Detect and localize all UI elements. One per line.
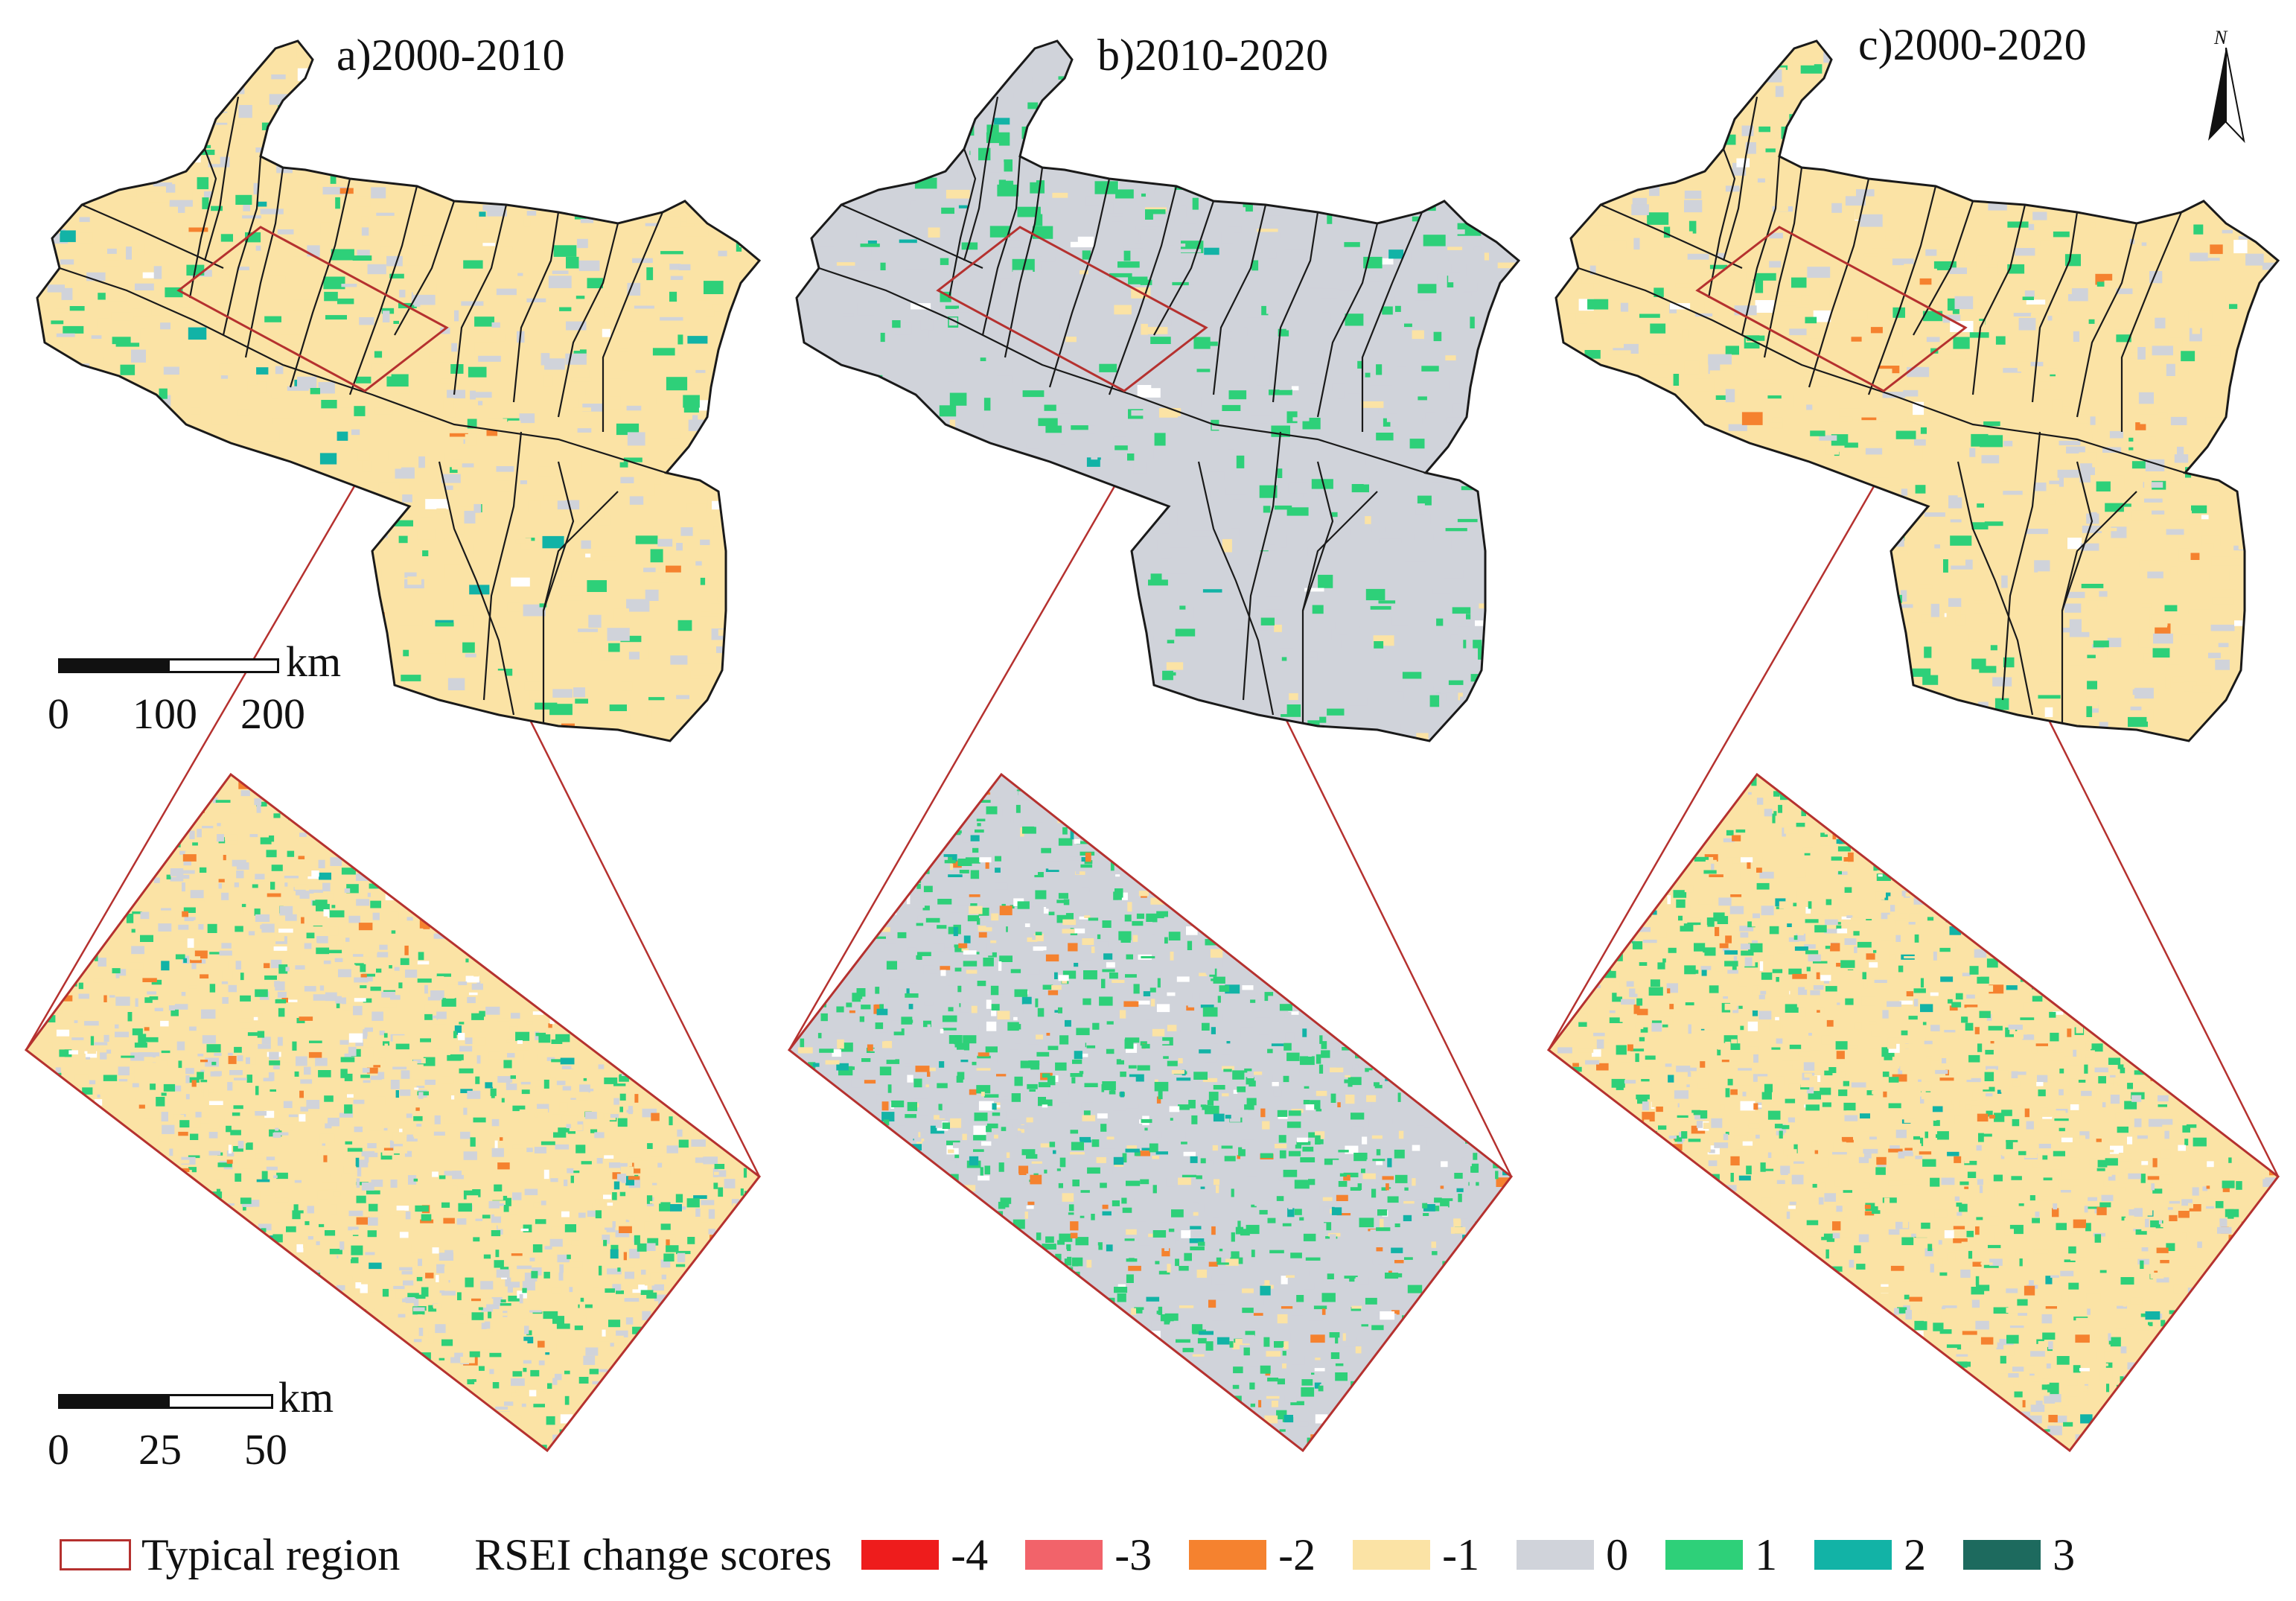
legend-swatch xyxy=(1025,1540,1103,1570)
scale-tick: 100 xyxy=(133,690,197,738)
north-arrow-icon xyxy=(2208,48,2245,144)
legend-item: -2 xyxy=(1189,1530,1316,1581)
scale-unit-regional: km xyxy=(286,637,342,686)
legend-title: RSEI change scores xyxy=(474,1530,832,1579)
typical-region-inset xyxy=(787,772,1514,1453)
legend-item: -1 xyxy=(1353,1530,1479,1581)
legend-label: -2 xyxy=(1278,1530,1316,1579)
panel-title-b: b)2010-2020 xyxy=(1097,31,1328,80)
panel-title-a: a)2000-2010 xyxy=(337,31,565,80)
scale-unit-typical: km xyxy=(278,1373,334,1422)
legend: Typical region RSEI change scores -4 -3 … xyxy=(60,1525,2112,1585)
typical-region-outline xyxy=(936,226,1208,392)
legend-item: -4 xyxy=(861,1530,988,1581)
legend-label: -4 xyxy=(951,1530,989,1579)
legend-swatch xyxy=(1963,1540,2041,1570)
legend-item: 2 xyxy=(1814,1530,1926,1581)
panel-title-c: c)2000-2020 xyxy=(1858,20,2087,69)
legend-label: 1 xyxy=(1755,1530,1778,1579)
north-label: N xyxy=(2214,27,2228,48)
legend-label: -3 xyxy=(1114,1530,1152,1579)
typical-region-inset xyxy=(24,772,762,1453)
legend-swatch xyxy=(1353,1540,1431,1570)
scale-tick: 50 xyxy=(244,1425,287,1474)
legend-label: 2 xyxy=(1904,1530,1927,1579)
scale-tick: 25 xyxy=(138,1425,182,1474)
typical-region-label: Typical region xyxy=(141,1530,401,1579)
legend-item: 1 xyxy=(1665,1530,1777,1581)
typical-region-swatch xyxy=(60,1539,131,1570)
typical-region-outline xyxy=(1695,226,1968,392)
regional-map xyxy=(795,39,1521,742)
legend-label: 0 xyxy=(1606,1530,1629,1579)
legend-swatch xyxy=(1665,1540,1744,1570)
scale-tick: 0 xyxy=(48,1425,69,1474)
legend-item: -3 xyxy=(1025,1530,1152,1581)
typical-region-inset xyxy=(1546,772,2280,1453)
legend-item: 3 xyxy=(1963,1530,2075,1581)
legend-swatch xyxy=(861,1540,940,1570)
typical-region-outline xyxy=(176,226,449,392)
legend-item: 0 xyxy=(1517,1530,1628,1581)
scale-tick: 200 xyxy=(240,690,305,738)
regional-map xyxy=(36,39,762,742)
legend-swatch xyxy=(1517,1540,1595,1570)
legend-swatch xyxy=(1814,1540,1892,1570)
legend-swatch xyxy=(1189,1540,1267,1570)
scale-tick: 0 xyxy=(48,690,69,738)
regional-map xyxy=(1554,39,2280,742)
legend-label: -1 xyxy=(1442,1530,1480,1579)
legend-label: 3 xyxy=(2053,1530,2076,1579)
